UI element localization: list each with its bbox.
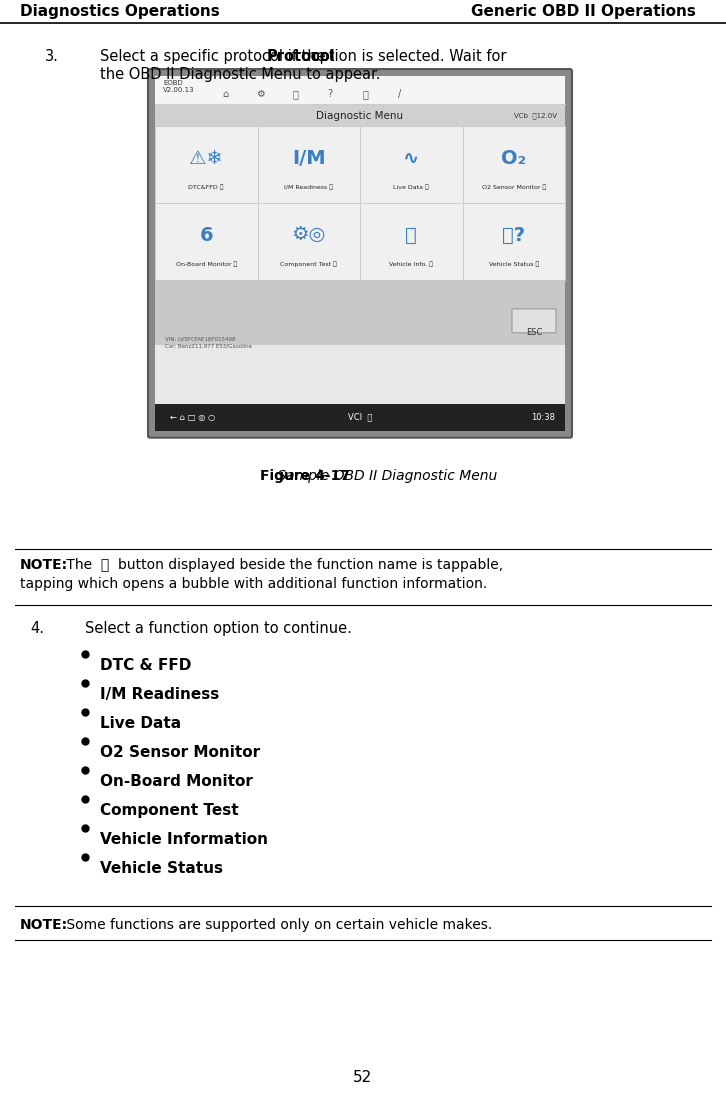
Text: ?: ? bbox=[327, 90, 333, 99]
Bar bbox=[258, 203, 360, 280]
Bar bbox=[155, 76, 565, 104]
Text: 3.: 3. bbox=[45, 49, 59, 64]
Text: 52: 52 bbox=[354, 1070, 372, 1085]
Text: 🚗?: 🚗? bbox=[502, 225, 526, 244]
Text: Live Data: Live Data bbox=[100, 716, 181, 732]
Text: 🚗: 🚗 bbox=[405, 225, 417, 244]
Text: 💾: 💾 bbox=[362, 90, 368, 99]
Text: Live Data ⓘ: Live Data ⓘ bbox=[393, 185, 429, 190]
Bar bbox=[155, 403, 565, 431]
Bar bbox=[462, 203, 565, 280]
Bar bbox=[155, 76, 565, 431]
Text: VCb  🔋12.0V: VCb 🔋12.0V bbox=[514, 113, 557, 119]
Text: DTC&FFD ⓘ: DTC&FFD ⓘ bbox=[189, 185, 224, 190]
Text: the OBD II Diagnostic Menu to appear.: the OBD II Diagnostic Menu to appear. bbox=[100, 66, 380, 82]
Text: Select a function option to continue.: Select a function option to continue. bbox=[85, 621, 352, 635]
Text: I/M: I/M bbox=[292, 149, 325, 168]
Bar bbox=[155, 203, 258, 280]
Text: 🖨: 🖨 bbox=[292, 90, 298, 99]
Text: The  ⓘ  button displayed beside the function name is tappable,: The ⓘ button displayed beside the functi… bbox=[62, 558, 503, 571]
Bar bbox=[462, 126, 565, 203]
Text: Vehicle Information: Vehicle Information bbox=[100, 832, 268, 848]
Text: /: / bbox=[399, 90, 401, 99]
Text: NOTE:: NOTE: bbox=[20, 918, 68, 933]
Text: 10:38: 10:38 bbox=[531, 412, 555, 422]
Text: Select a specific protocol if the: Select a specific protocol if the bbox=[100, 49, 330, 64]
Text: ⚙: ⚙ bbox=[256, 90, 264, 99]
Bar bbox=[360, 203, 462, 280]
Text: O2 Sensor Monitor ⓘ: O2 Sensor Monitor ⓘ bbox=[481, 185, 546, 190]
FancyBboxPatch shape bbox=[512, 308, 556, 333]
Bar bbox=[258, 126, 360, 203]
Text: Vehicle Status ⓘ: Vehicle Status ⓘ bbox=[489, 262, 539, 267]
Text: Diagnostic Menu: Diagnostic Menu bbox=[317, 110, 404, 122]
Text: ESC: ESC bbox=[526, 328, 542, 337]
Text: VCI  🚗: VCI 🚗 bbox=[348, 412, 372, 422]
FancyBboxPatch shape bbox=[148, 70, 572, 438]
Text: Figure 4-17: Figure 4-17 bbox=[260, 469, 350, 483]
Text: option is selected. Wait for: option is selected. Wait for bbox=[306, 49, 507, 64]
Text: Vehicle Status: Vehicle Status bbox=[100, 861, 223, 876]
Text: Some functions are supported only on certain vehicle makes.: Some functions are supported only on cer… bbox=[62, 918, 492, 933]
Text: Component Test: Component Test bbox=[100, 803, 239, 819]
Text: EOBD
V2.00.13: EOBD V2.00.13 bbox=[163, 80, 195, 93]
Bar bbox=[360, 126, 462, 203]
Text: Sample OBD II Diagnostic Menu: Sample OBD II Diagnostic Menu bbox=[273, 469, 497, 483]
Text: NOTE:: NOTE: bbox=[20, 558, 68, 571]
Text: Vehicle Info. ⓘ: Vehicle Info. ⓘ bbox=[389, 262, 433, 267]
Text: On-Board Monitor ⓘ: On-Board Monitor ⓘ bbox=[176, 262, 237, 267]
Text: VIN: LVSFCFAE16F015498
Car: Benz211.977 E53/Gasoline: VIN: LVSFCFAE16F015498 Car: Benz211.977 … bbox=[165, 337, 252, 348]
Bar bbox=[155, 280, 565, 345]
Text: I/M Readiness ⓘ: I/M Readiness ⓘ bbox=[285, 185, 333, 190]
Text: ∿: ∿ bbox=[403, 149, 420, 168]
Bar bbox=[155, 104, 565, 126]
Text: On-Board Monitor: On-Board Monitor bbox=[100, 775, 253, 789]
Text: Diagnostics Operations: Diagnostics Operations bbox=[20, 4, 220, 19]
Text: Generic OBD II Operations: Generic OBD II Operations bbox=[471, 4, 696, 19]
Text: tapping which opens a bubble with additional function information.: tapping which opens a bubble with additi… bbox=[20, 577, 487, 590]
Text: O₂: O₂ bbox=[501, 149, 526, 168]
Text: 4.: 4. bbox=[30, 621, 44, 635]
Bar bbox=[155, 126, 258, 203]
Text: Protocol: Protocol bbox=[267, 49, 336, 64]
Text: ⚠❄: ⚠❄ bbox=[189, 149, 223, 168]
Text: ← ⌂ □ ◎ ○: ← ⌂ □ ◎ ○ bbox=[170, 412, 215, 422]
Text: DTC & FFD: DTC & FFD bbox=[100, 659, 192, 673]
Text: 6: 6 bbox=[200, 225, 213, 244]
Text: ⌂: ⌂ bbox=[222, 90, 228, 99]
Text: ⚙◎: ⚙◎ bbox=[292, 225, 326, 244]
Text: Component Test ⓘ: Component Test ⓘ bbox=[280, 262, 337, 267]
Text: I/M Readiness: I/M Readiness bbox=[100, 687, 219, 703]
Text: O2 Sensor Monitor: O2 Sensor Monitor bbox=[100, 746, 260, 760]
